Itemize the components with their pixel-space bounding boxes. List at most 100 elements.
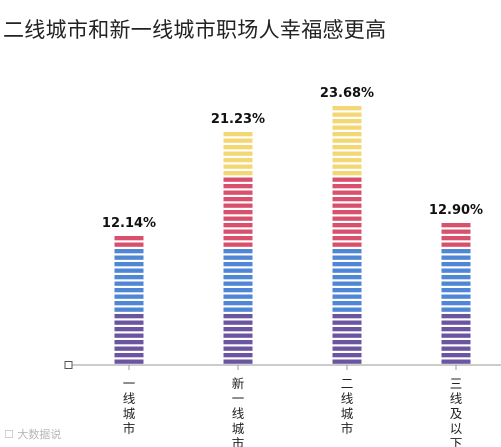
bar-stripe (114, 301, 144, 306)
bar-stripe (114, 281, 144, 286)
x-tick-label-char: 一 (232, 391, 245, 406)
bar-stripe (223, 132, 253, 137)
bar-stripe (223, 151, 253, 156)
bar-stripe (441, 236, 471, 241)
bar (441, 223, 471, 364)
bar-stripe (441, 262, 471, 267)
bars-layer (114, 106, 471, 364)
x-tick-label-char: 三 (450, 376, 463, 391)
bar-stripe (223, 359, 253, 364)
bar-stripe (223, 288, 253, 293)
bar-stripe (332, 190, 362, 195)
bar-stripe (332, 242, 362, 247)
watermark-text: 大数据说 (17, 428, 62, 441)
bar-stripe (332, 340, 362, 345)
bar-stripe (223, 216, 253, 221)
axis-origin-marker (64, 361, 73, 369)
bar-stripe (332, 210, 362, 215)
bar-stripe (332, 236, 362, 241)
bar-stripe (441, 223, 471, 228)
x-tick-label-char: 及 (450, 406, 463, 421)
data-label: 21.23% (211, 112, 265, 127)
bar-stripe (332, 112, 362, 117)
bar-stripe (114, 353, 144, 358)
bar-stripe (332, 164, 362, 169)
x-tick-label-char: 市 (123, 421, 136, 436)
bar-stripe (114, 346, 144, 351)
bar-stripe (332, 132, 362, 137)
data-label: 23.68% (320, 86, 374, 101)
bar-stripe (332, 229, 362, 234)
bar-stripe (223, 164, 253, 169)
bar-stripe (332, 158, 362, 163)
bar-stripe (114, 294, 144, 299)
bar-stripe (114, 314, 144, 319)
bar-stripe (223, 177, 253, 182)
bar-stripe (441, 333, 471, 338)
bar-stripe (441, 294, 471, 299)
bar-stripe (441, 320, 471, 325)
bar-stripe (441, 314, 471, 319)
bar-stripe (114, 249, 144, 254)
bar-stripe (441, 229, 471, 234)
bar-stripe (332, 320, 362, 325)
bar-stripe (114, 307, 144, 312)
x-tick-label-char: 市 (341, 421, 354, 436)
bar-stripe (223, 340, 253, 345)
bar-stripe (223, 353, 253, 358)
bar-stripe (332, 249, 362, 254)
x-axis (64, 361, 501, 370)
x-tick-label-char: 线 (123, 391, 136, 406)
bar-stripe (114, 320, 144, 325)
watermark-logo: ☐ 大数据说 (4, 426, 61, 442)
bar-stripe (223, 229, 253, 234)
bar-stripe (441, 275, 471, 280)
bar-stripe (441, 359, 471, 364)
bar-stripe (441, 353, 471, 358)
bar-stripe (223, 236, 253, 241)
bar-stripe (223, 307, 253, 312)
bar-stripe (223, 158, 253, 163)
x-tick-label-char: 线 (232, 406, 245, 421)
x-tick-label-char: 新 (232, 376, 245, 391)
bar-stripe (114, 262, 144, 267)
bar-stripe (114, 242, 144, 247)
bar-stripe (332, 145, 362, 150)
bar-stripe (332, 294, 362, 299)
bar-stripe (332, 119, 362, 124)
bar-stripe (223, 242, 253, 247)
bar-stripe (332, 223, 362, 228)
chart-title: 二线城市和新一线城市职场人幸福感更高 (3, 18, 387, 42)
x-tick-label-char: 城 (123, 406, 136, 421)
bar-stripe (441, 301, 471, 306)
bar-stripe (223, 268, 253, 273)
bar-stripe (332, 106, 362, 111)
bar-stripe (223, 320, 253, 325)
bar-stripe (114, 340, 144, 345)
bar-stripe (223, 223, 253, 228)
x-tick-label-char: 城 (341, 406, 354, 421)
bar-stripe (332, 216, 362, 221)
bar-stripe (223, 281, 253, 286)
bar-stripe (441, 307, 471, 312)
bar-stripe (332, 301, 362, 306)
bar-stripe (223, 346, 253, 351)
bar-stripe (223, 145, 253, 150)
bar-stripe (223, 294, 253, 299)
bar-stripe (223, 255, 253, 260)
bar-stripe (114, 327, 144, 332)
x-tick-label-char: 二 (341, 376, 354, 391)
x-tick-label-char: 市 (232, 436, 245, 447)
x-tick-label-char: 线 (450, 391, 463, 406)
bar-stripe (223, 249, 253, 254)
bar-stripe (223, 138, 253, 143)
bar-stripe (441, 249, 471, 254)
bar-stripe (223, 171, 253, 176)
bar-stripe (114, 275, 144, 280)
bar-stripe (441, 255, 471, 260)
bar-stripe (332, 359, 362, 364)
bar-stripe (441, 268, 471, 273)
bar-stripe (441, 281, 471, 286)
x-tick-label-char: 线 (341, 391, 354, 406)
